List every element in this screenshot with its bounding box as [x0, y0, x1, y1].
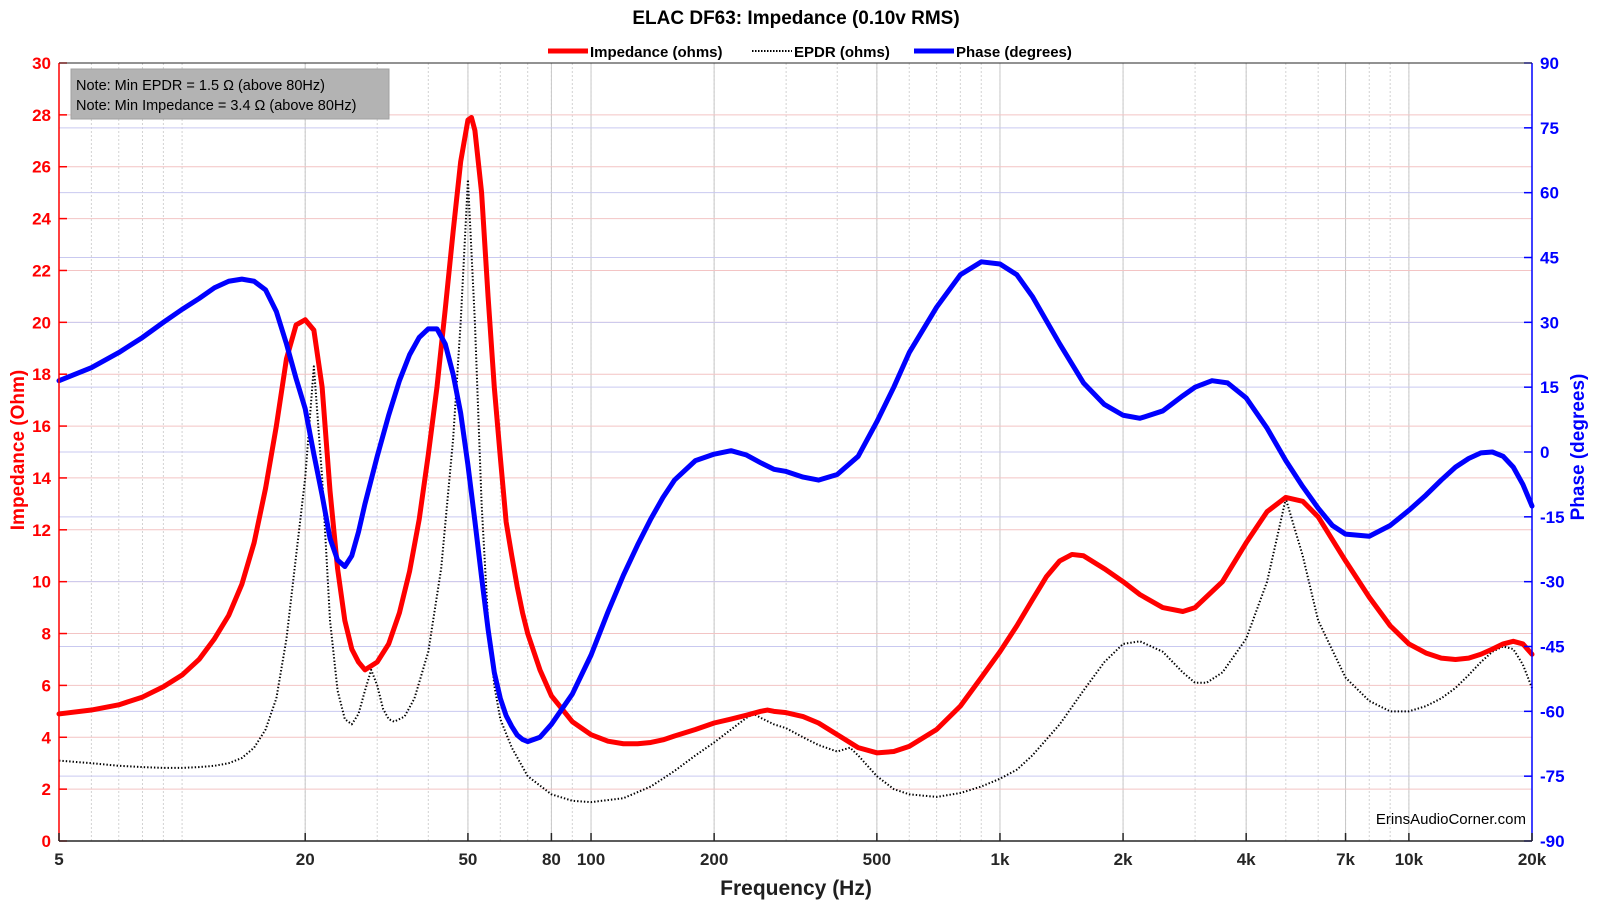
left-tick-label: 2	[42, 780, 51, 799]
right-tick-label: 15	[1540, 378, 1559, 397]
x-axis-label: Frequency (Hz)	[720, 877, 872, 900]
legend-label-impedance: Impedance (ohms)	[590, 44, 723, 61]
chart-title: ELAC DF63: Impedance (0.10v RMS)	[632, 8, 959, 29]
left-tick-label: 6	[42, 676, 51, 695]
left-tick-label: 26	[32, 158, 51, 177]
right-tick-label: 75	[1540, 119, 1559, 138]
right-tick-label: -45	[1540, 638, 1565, 657]
right-tick-label: -30	[1540, 573, 1565, 592]
left-tick-label: 22	[32, 261, 51, 280]
right-tick-label: 45	[1540, 249, 1559, 268]
series-line-impedance	[56, 114, 1535, 756]
right-tick-label: 90	[1540, 54, 1559, 73]
bottom-tick-label: 80	[542, 850, 561, 869]
right-axis: -90 -75 -60 -45 -30 -15 0 15 30 45 60 75 90	[1524, 54, 1565, 851]
right-tick-label: -75	[1540, 767, 1565, 786]
bottom-tick-label: 500	[863, 850, 891, 869]
left-tick-label: 18	[32, 365, 51, 384]
legend: Impedance (ohms) EPDR (ohms) Phase (degr…	[548, 44, 1072, 61]
bottom-tick-label: 10k	[1395, 850, 1424, 869]
bottom-axis: 5 20 50 80 100 200 500 1k 2k 4k 7k 10k 20k	[54, 62, 1547, 869]
notes-box: Note: Min EPDR = 1.5 Ω (above 80Hz) Note…	[70, 68, 390, 120]
left-tick-label: 30	[32, 54, 51, 73]
bottom-tick-label: 1k	[991, 850, 1010, 869]
left-tick-label: 12	[32, 521, 51, 540]
legend-label-phase: Phase (degrees)	[956, 44, 1072, 61]
left-tick-label: 16	[32, 417, 51, 436]
left-tick-label: 4	[42, 728, 52, 747]
bottom-tick-label: 7k	[1336, 850, 1355, 869]
note-min-impedance: Note: Min Impedance = 3.4 Ω (above 80Hz)	[76, 98, 356, 114]
watermark: ErinsAudioCorner.com	[1376, 811, 1526, 828]
right-tick-label: 30	[1540, 313, 1559, 332]
left-tick-label: 24	[32, 210, 51, 229]
series-line-phase	[56, 259, 1535, 745]
right-tick-label: -90	[1540, 832, 1565, 851]
bottom-tick-label: 20k	[1518, 850, 1547, 869]
left-tick-label: 14	[32, 469, 51, 488]
notes-box-background	[70, 68, 390, 120]
y-axis-label-left: Impedance (Ohm)	[8, 370, 29, 530]
bottom-tick-label: 50	[458, 850, 477, 869]
right-tick-label: 0	[1540, 443, 1549, 462]
left-tick-label: 10	[32, 573, 51, 592]
left-tick-label: 28	[32, 106, 51, 125]
right-tick-label: -15	[1540, 508, 1565, 527]
y-axis-label-right: Phase (degrees)	[1568, 374, 1589, 521]
bottom-tick-label: 2k	[1114, 850, 1133, 869]
left-tick-label: 8	[42, 625, 51, 644]
bottom-tick-label: 100	[577, 850, 605, 869]
series-layer	[56, 114, 1535, 804]
left-tick-label: 20	[32, 313, 51, 332]
right-tick-label: 60	[1540, 184, 1559, 203]
right-tick-label: -60	[1540, 702, 1565, 721]
bottom-tick-label: 5	[54, 850, 63, 869]
bottom-tick-label: 200	[700, 850, 728, 869]
bottom-tick-label: 4k	[1237, 850, 1256, 869]
bottom-tick-label: 20	[296, 850, 315, 869]
left-tick-label: 0	[42, 832, 51, 851]
legend-label-epdr: EPDR (ohms)	[794, 44, 890, 61]
note-min-epdr: Note: Min EPDR = 1.5 Ω (above 80Hz)	[76, 78, 325, 94]
